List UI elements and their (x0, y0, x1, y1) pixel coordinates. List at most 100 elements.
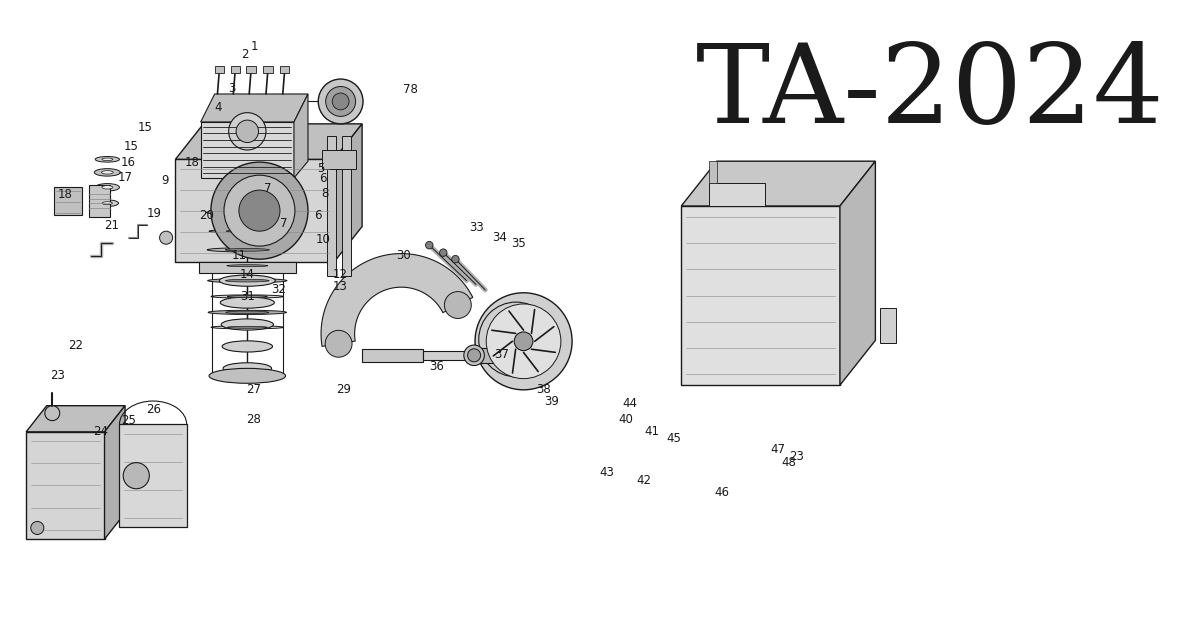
Ellipse shape (208, 311, 287, 314)
Ellipse shape (101, 185, 112, 189)
Polygon shape (88, 185, 110, 217)
Text: 43: 43 (599, 466, 615, 479)
Text: 41: 41 (645, 425, 659, 438)
Text: 29: 29 (336, 384, 351, 396)
Circle shape (515, 332, 533, 351)
Text: 26: 26 (147, 403, 161, 416)
Polygon shape (322, 150, 356, 169)
Polygon shape (201, 94, 308, 122)
Polygon shape (321, 253, 473, 346)
Ellipse shape (227, 326, 267, 328)
Text: 7: 7 (281, 217, 288, 231)
Text: 16: 16 (121, 156, 136, 169)
Polygon shape (119, 424, 186, 527)
Ellipse shape (101, 158, 112, 161)
Ellipse shape (220, 297, 275, 308)
Polygon shape (880, 308, 896, 343)
Text: 31: 31 (240, 290, 254, 304)
Text: 23: 23 (789, 450, 805, 464)
Polygon shape (709, 161, 716, 183)
Text: 15: 15 (124, 140, 139, 153)
Text: 42: 42 (636, 474, 652, 487)
Text: 36: 36 (430, 359, 444, 373)
Bar (215, 66, 224, 74)
Ellipse shape (332, 93, 349, 110)
Circle shape (486, 304, 561, 378)
Circle shape (475, 293, 572, 390)
Text: 15: 15 (137, 121, 153, 135)
Ellipse shape (97, 200, 118, 206)
Text: 47: 47 (770, 443, 786, 455)
Text: 38: 38 (536, 384, 552, 396)
Ellipse shape (211, 326, 284, 329)
Polygon shape (294, 94, 308, 178)
Circle shape (45, 406, 60, 420)
Polygon shape (176, 124, 362, 159)
Text: TA-2024: TA-2024 (696, 39, 1165, 146)
Circle shape (224, 175, 295, 246)
Ellipse shape (94, 169, 121, 176)
Ellipse shape (226, 311, 269, 314)
Polygon shape (26, 432, 105, 539)
Text: 33: 33 (469, 221, 485, 234)
Polygon shape (26, 406, 125, 432)
Polygon shape (709, 183, 765, 206)
Text: 24: 24 (93, 425, 107, 438)
Polygon shape (201, 122, 294, 178)
Ellipse shape (209, 229, 285, 233)
Text: 23: 23 (50, 369, 66, 382)
Text: 2: 2 (241, 48, 248, 61)
Polygon shape (176, 159, 334, 262)
Text: 22: 22 (68, 340, 84, 352)
Ellipse shape (96, 156, 119, 162)
Text: 1: 1 (251, 39, 258, 53)
Bar (246, 66, 256, 74)
Text: 6: 6 (314, 209, 321, 222)
Circle shape (439, 249, 447, 257)
Text: 3: 3 (228, 83, 235, 95)
Circle shape (451, 255, 460, 263)
Polygon shape (198, 262, 296, 273)
Ellipse shape (226, 279, 269, 282)
Bar (279, 66, 289, 74)
Ellipse shape (227, 295, 267, 298)
Circle shape (31, 521, 44, 535)
Circle shape (425, 241, 433, 249)
Text: 46: 46 (714, 486, 730, 499)
Polygon shape (341, 136, 351, 276)
Text: 19: 19 (147, 207, 161, 220)
Ellipse shape (221, 319, 273, 330)
Polygon shape (334, 124, 362, 262)
Text: 9: 9 (161, 173, 168, 187)
Text: 34: 34 (492, 231, 506, 244)
Polygon shape (839, 161, 875, 385)
Bar (263, 66, 272, 74)
Ellipse shape (468, 349, 481, 362)
Text: 21: 21 (104, 219, 119, 232)
Ellipse shape (208, 248, 288, 252)
Text: 37: 37 (494, 348, 509, 361)
Circle shape (444, 291, 472, 319)
Circle shape (228, 112, 266, 150)
Ellipse shape (209, 368, 285, 384)
Text: 11: 11 (232, 250, 247, 262)
Text: 48: 48 (782, 456, 796, 469)
Text: 25: 25 (121, 414, 136, 427)
Ellipse shape (101, 171, 113, 174)
Text: 14: 14 (240, 269, 254, 281)
Circle shape (239, 190, 279, 231)
Text: 40: 40 (618, 413, 634, 426)
Polygon shape (362, 349, 423, 362)
Ellipse shape (223, 363, 271, 374)
Circle shape (160, 231, 173, 244)
Text: 39: 39 (544, 395, 559, 408)
Ellipse shape (103, 202, 112, 204)
Ellipse shape (222, 341, 272, 352)
Polygon shape (327, 136, 336, 276)
Text: 45: 45 (666, 432, 682, 446)
Circle shape (236, 120, 259, 142)
Text: 44: 44 (622, 397, 638, 410)
Text: 27: 27 (247, 384, 261, 396)
Text: 35: 35 (511, 237, 525, 250)
Ellipse shape (208, 279, 287, 283)
